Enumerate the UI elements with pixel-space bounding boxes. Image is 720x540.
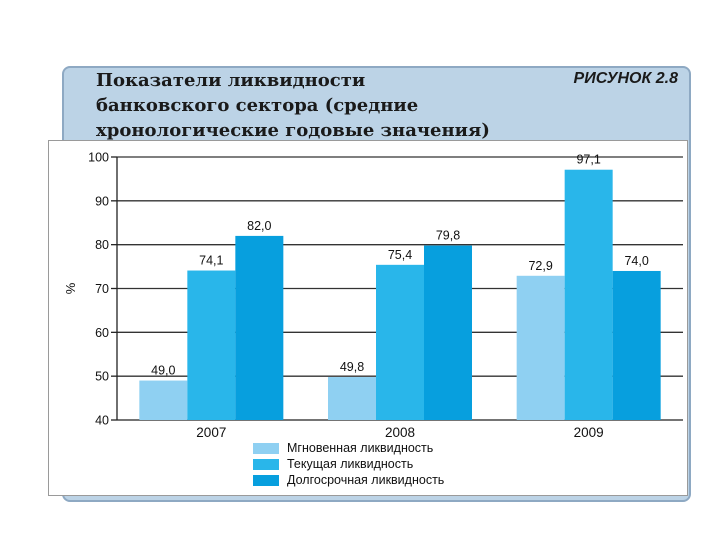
y-tick-label: 100 <box>88 151 109 165</box>
data-label: 74,1 <box>199 254 223 268</box>
data-label: 49,0 <box>151 364 175 378</box>
data-label: 72,9 <box>528 259 552 273</box>
y-tick-label: 60 <box>95 326 109 340</box>
bar <box>564 169 613 420</box>
legend-item: Мгновенная ликвидность <box>253 440 444 456</box>
legend-item: Текущая ликвидность <box>253 456 444 472</box>
legend-label: Текущая ликвидность <box>287 457 414 471</box>
data-label: 82,0 <box>247 219 271 233</box>
x-tick-label: 2007 <box>196 425 226 440</box>
chart-title-line: Показатели ликвидности <box>96 70 366 91</box>
bar <box>235 235 284 420</box>
legend-label: Мгновенная ликвидность <box>287 441 434 455</box>
data-label: 75,4 <box>388 248 412 262</box>
bar <box>612 270 661 420</box>
bar <box>328 377 376 420</box>
chart-area: 100 90 80 70 60 50 40% 49,0 74,1 82,0 2007 49,8 75,4… <box>48 140 688 496</box>
legend-swatch-current <box>253 458 279 470</box>
bar <box>516 275 565 420</box>
y-tick-label: 90 <box>95 194 109 208</box>
legend-label: Долгосрочная ликвидность <box>287 473 445 487</box>
bar <box>139 380 188 420</box>
y-tick-label: 80 <box>95 238 109 252</box>
bar-chart: 100 90 80 70 60 50 40% 49,0 74,1 82,0 2007 49,8 75,4… <box>63 151 683 440</box>
data-label: 97,1 <box>576 153 600 167</box>
legend-item: Долгосрочная ликвидность <box>253 472 444 488</box>
chart-title: Показатели ликвидности банковского секто… <box>96 68 526 143</box>
x-tick-label: 2009 <box>574 425 604 440</box>
bar <box>187 270 236 420</box>
bar <box>424 245 472 420</box>
bar <box>376 264 424 420</box>
figure-number: РИСУНОК 2.8 <box>573 70 678 87</box>
legend-swatch-instant <box>253 442 279 454</box>
legend-swatch-longterm <box>253 474 279 486</box>
chart-title-line: хронологические годовые значения) <box>96 120 490 141</box>
y-tick-label: 70 <box>95 282 109 296</box>
x-tick-label: 2008 <box>385 425 415 440</box>
y-axis-label: % <box>63 282 78 294</box>
y-tick-label: 50 <box>95 370 109 384</box>
data-label: 79,8 <box>436 229 460 243</box>
data-label: 74,0 <box>624 254 648 268</box>
chart-legend: Мгновенная ликвидность Текущая ликвиднос… <box>253 440 444 488</box>
chart-title-line: банковского сектора (средние <box>96 95 419 116</box>
data-label: 49,8 <box>340 360 364 374</box>
y-tick-label: 40 <box>95 414 109 428</box>
